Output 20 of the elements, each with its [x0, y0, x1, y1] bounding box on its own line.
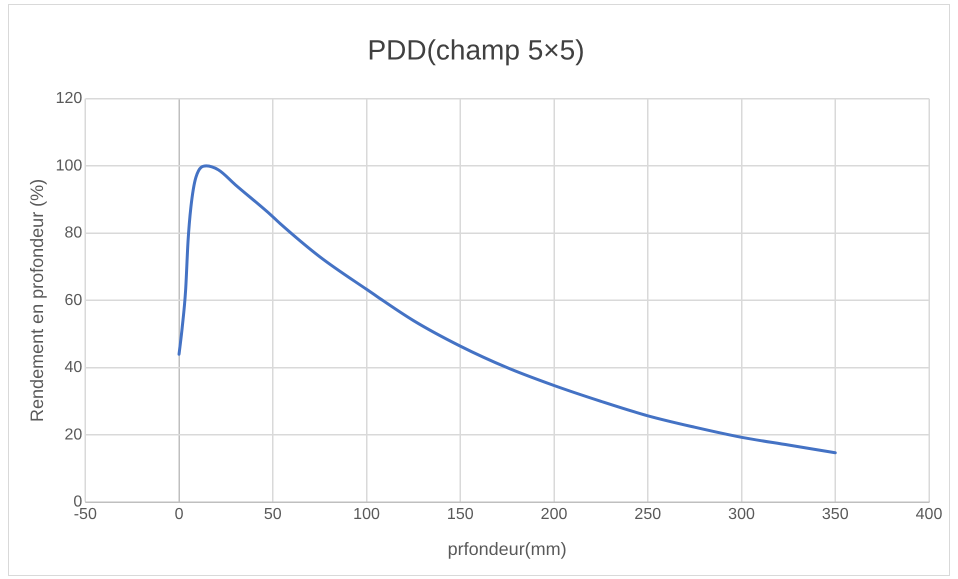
x-tick-label: 100	[353, 506, 380, 524]
y-tick-label: 120	[56, 90, 82, 108]
x-tick-label: 400	[916, 506, 942, 524]
x-tick-label: 0	[174, 506, 184, 524]
y-axis-title: Rendement en profondeur (%)	[26, 178, 47, 422]
x-tick-label: 350	[822, 506, 849, 524]
x-tick-label: 150	[446, 506, 474, 524]
y-tick-label: 20	[64, 426, 82, 444]
y-tick-label: 60	[64, 292, 82, 309]
line-series	[178, 164, 837, 454]
x-tick-label: 50	[264, 506, 282, 524]
chart-title: PDD(champ 5×5)	[367, 34, 585, 66]
x-tick-label: -50	[74, 506, 97, 524]
y-tick-label: 80	[64, 224, 82, 242]
x-axis-title: prfondeur(mm)	[448, 539, 567, 560]
x-tick-label: 300	[728, 506, 755, 524]
x-tick-label: 250	[634, 506, 662, 524]
x-tick-label: 200	[540, 506, 568, 524]
y-tick-label: 100	[56, 157, 82, 174]
y-tick-label: 40	[64, 359, 82, 376]
